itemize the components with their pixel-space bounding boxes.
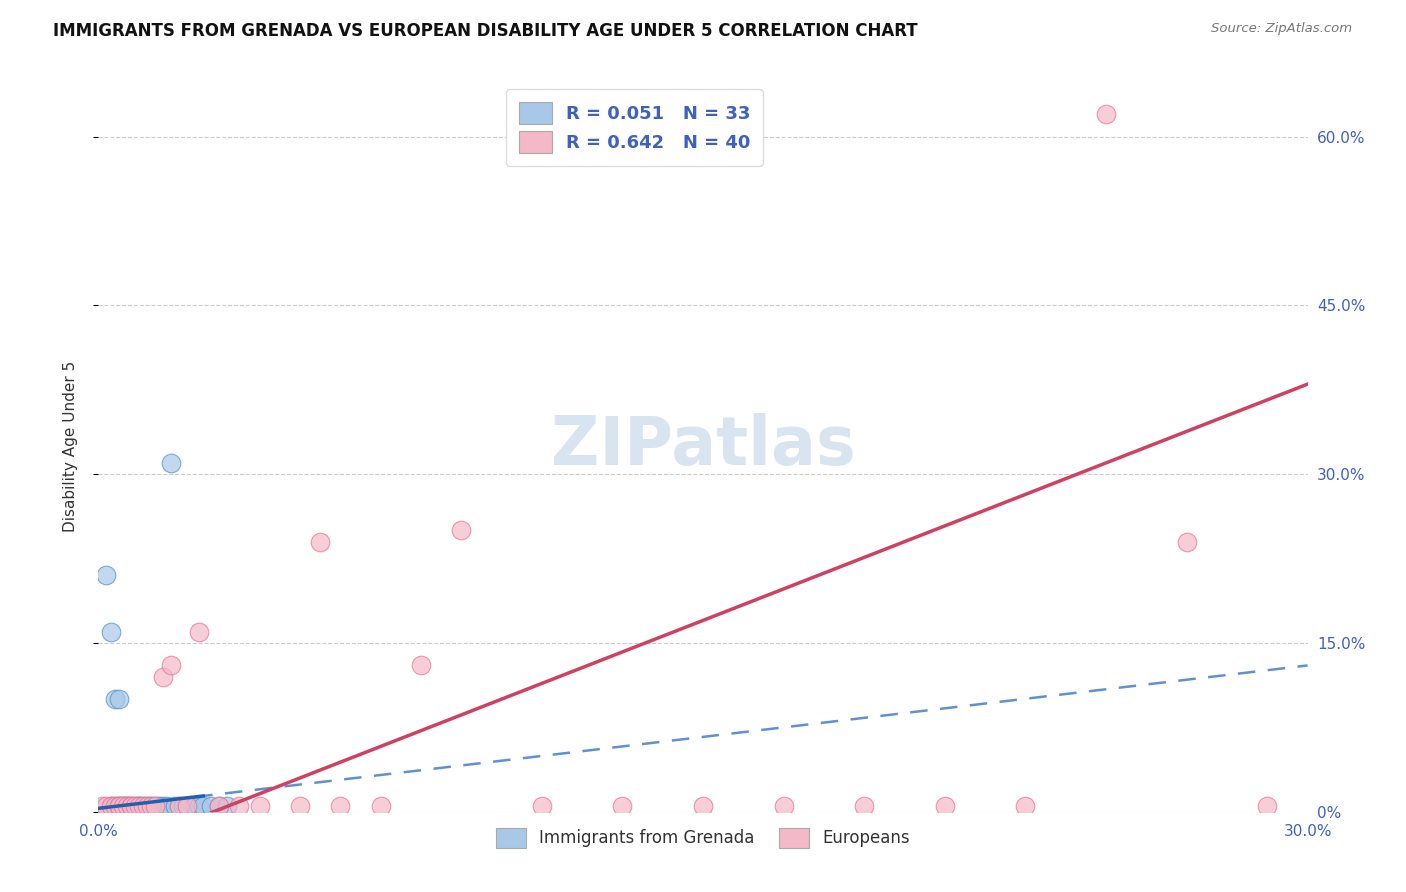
Point [111, 799, 134, 814]
Point [143, 799, 166, 814]
Point [156, 799, 179, 814]
Point [217, 799, 239, 814]
Point [107, 799, 129, 814]
Point [107, 799, 129, 814]
Point [329, 799, 352, 814]
Point [530, 799, 553, 814]
Point [115, 799, 138, 814]
Point [160, 658, 183, 673]
Point [143, 799, 166, 814]
Point [612, 799, 634, 814]
Point [103, 799, 125, 814]
Point [139, 799, 162, 814]
Point [692, 799, 714, 814]
Point [1256, 799, 1278, 814]
Text: IMMIGRANTS FROM GRENADA VS EUROPEAN DISABILITY AGE UNDER 5 CORRELATION CHART: IMMIGRANTS FROM GRENADA VS EUROPEAN DISA… [53, 22, 918, 40]
Point [249, 799, 271, 814]
Point [120, 799, 142, 814]
Point [409, 658, 432, 673]
Point [172, 799, 194, 814]
Point [132, 799, 155, 814]
Point [111, 799, 134, 814]
Point [91, 799, 114, 814]
Point [100, 799, 122, 814]
Point [772, 799, 794, 814]
Point [176, 799, 198, 814]
Point [188, 624, 211, 639]
Point [167, 799, 190, 814]
Point [120, 799, 142, 814]
Point [309, 534, 332, 549]
Point [288, 799, 311, 814]
Point [176, 799, 198, 814]
Point [208, 799, 231, 814]
Point [128, 799, 150, 814]
Point [135, 799, 157, 814]
Point [228, 799, 250, 814]
Point [208, 799, 231, 814]
Text: Source: ZipAtlas.com: Source: ZipAtlas.com [1212, 22, 1353, 36]
Point [934, 799, 956, 814]
Point [120, 799, 142, 814]
Point [128, 799, 150, 814]
Point [115, 799, 138, 814]
Point [188, 799, 211, 814]
Point [184, 799, 207, 814]
Point [100, 799, 122, 814]
Point [167, 799, 190, 814]
Point [103, 692, 125, 706]
Point [107, 799, 129, 814]
Point [132, 799, 155, 814]
Point [128, 799, 150, 814]
Point [160, 456, 183, 470]
Point [1095, 107, 1118, 121]
Point [103, 799, 125, 814]
Point [853, 799, 876, 814]
Point [96, 568, 118, 582]
Point [96, 799, 118, 814]
Point [139, 799, 162, 814]
Text: ZIPatlas: ZIPatlas [551, 413, 855, 479]
Point [193, 799, 215, 814]
Point [135, 799, 157, 814]
Point [370, 799, 392, 814]
Point [124, 799, 146, 814]
Point [1175, 534, 1198, 549]
Point [111, 799, 134, 814]
Point [1014, 799, 1036, 814]
Y-axis label: Disability Age Under 5: Disability Age Under 5 [63, 360, 77, 532]
Point [107, 692, 129, 706]
Point [124, 799, 146, 814]
Point [148, 799, 170, 814]
Point [200, 799, 222, 814]
Point [163, 799, 186, 814]
Point [450, 524, 472, 538]
Legend: Immigrants from Grenada, Europeans: Immigrants from Grenada, Europeans [489, 821, 917, 855]
Point [152, 670, 174, 684]
Point [115, 799, 138, 814]
Point [152, 799, 174, 814]
Point [100, 624, 122, 639]
